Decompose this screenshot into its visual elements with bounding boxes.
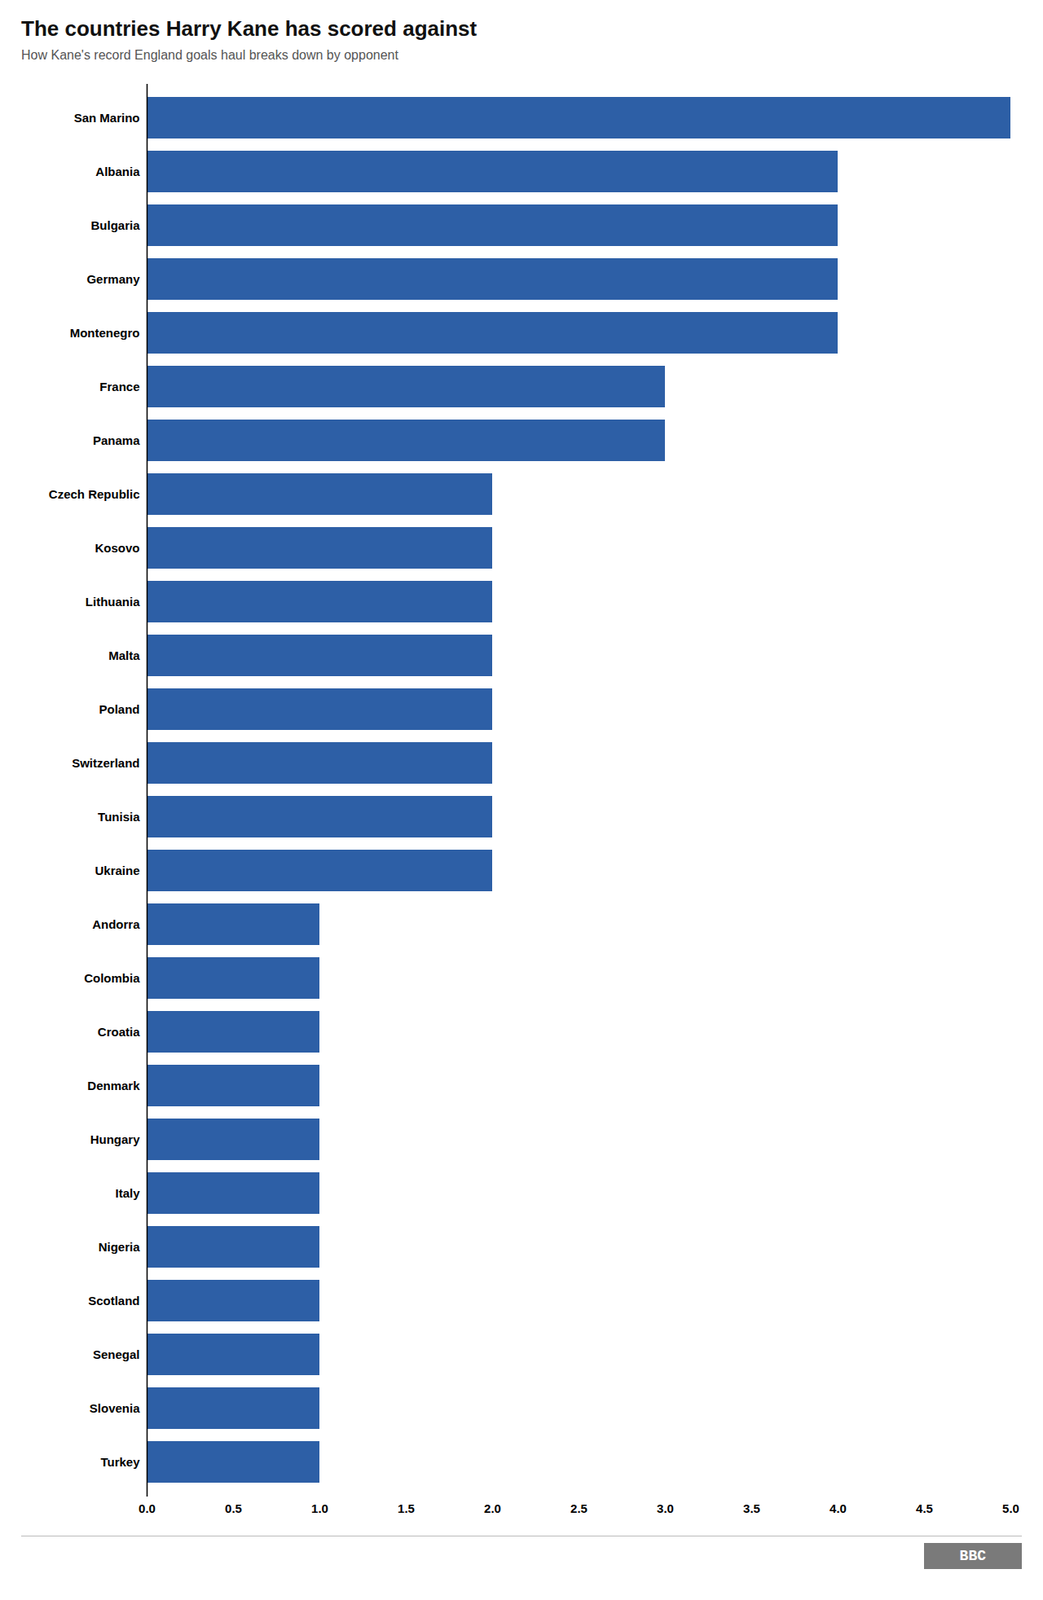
- svg-text:Slovenia: Slovenia: [89, 1401, 141, 1416]
- html-text:How Kane's record England goal: How Kane's record England goals haul bre…: [21, 48, 399, 62]
- html-text:BBC: BBC: [959, 1548, 986, 1565]
- svg-text:Malta: Malta: [108, 648, 141, 663]
- svg-text:Albania: Albania: [95, 164, 141, 179]
- svg-text:2.5: 2.5: [570, 1501, 588, 1516]
- svg-text:1.5: 1.5: [397, 1501, 415, 1516]
- svg-text:2.0: 2.0: [484, 1501, 502, 1516]
- html-text:The countries Harry Kane has s: The countries Harry Kane has scored agai…: [21, 16, 477, 41]
- svg-text:4.5: 4.5: [915, 1501, 933, 1516]
- svg-text:Hungary: Hungary: [90, 1132, 141, 1147]
- svg-text:Kosovo: Kosovo: [94, 541, 140, 555]
- svg-text:3.0: 3.0: [656, 1501, 674, 1516]
- svg-text:Senegal: Senegal: [92, 1347, 141, 1362]
- svg-text:Scotland: Scotland: [88, 1293, 140, 1308]
- svg-text:Poland: Poland: [98, 702, 140, 717]
- svg-text:5.0: 5.0: [1002, 1501, 1020, 1516]
- svg-text:Czech Republic: Czech Republic: [48, 487, 141, 502]
- svg-text:San Marino: San Marino: [74, 110, 141, 125]
- svg-text:Bulgaria: Bulgaria: [90, 218, 141, 233]
- svg-text:Colombia: Colombia: [83, 971, 141, 986]
- svg-text:Nigeria: Nigeria: [98, 1240, 141, 1255]
- svg-text:Montenegro: Montenegro: [70, 325, 141, 340]
- svg-text:0.5: 0.5: [224, 1501, 243, 1516]
- svg-text:3.5: 3.5: [743, 1501, 761, 1516]
- svg-text:Tunisia: Tunisia: [97, 809, 141, 824]
- svg-text:Ukraine: Ukraine: [94, 863, 140, 878]
- svg-text:Switzerland: Switzerland: [71, 756, 140, 771]
- svg-text:France: France: [99, 379, 140, 394]
- svg-text:0.0: 0.0: [138, 1501, 156, 1516]
- svg-text:Andorra: Andorra: [92, 917, 141, 932]
- svg-text:Turkey: Turkey: [100, 1455, 141, 1470]
- svg-text:Denmark: Denmark: [87, 1078, 141, 1093]
- svg-text:Panama: Panama: [92, 433, 141, 448]
- svg-text:Italy: Italy: [114, 1186, 141, 1201]
- svg-text:Lithuania: Lithuania: [85, 594, 141, 609]
- svg-text:Germany: Germany: [86, 272, 141, 287]
- svg-text:Croatia: Croatia: [97, 1025, 141, 1039]
- svg-text:1.0: 1.0: [311, 1501, 329, 1516]
- svg-text:4.0: 4.0: [829, 1501, 847, 1516]
